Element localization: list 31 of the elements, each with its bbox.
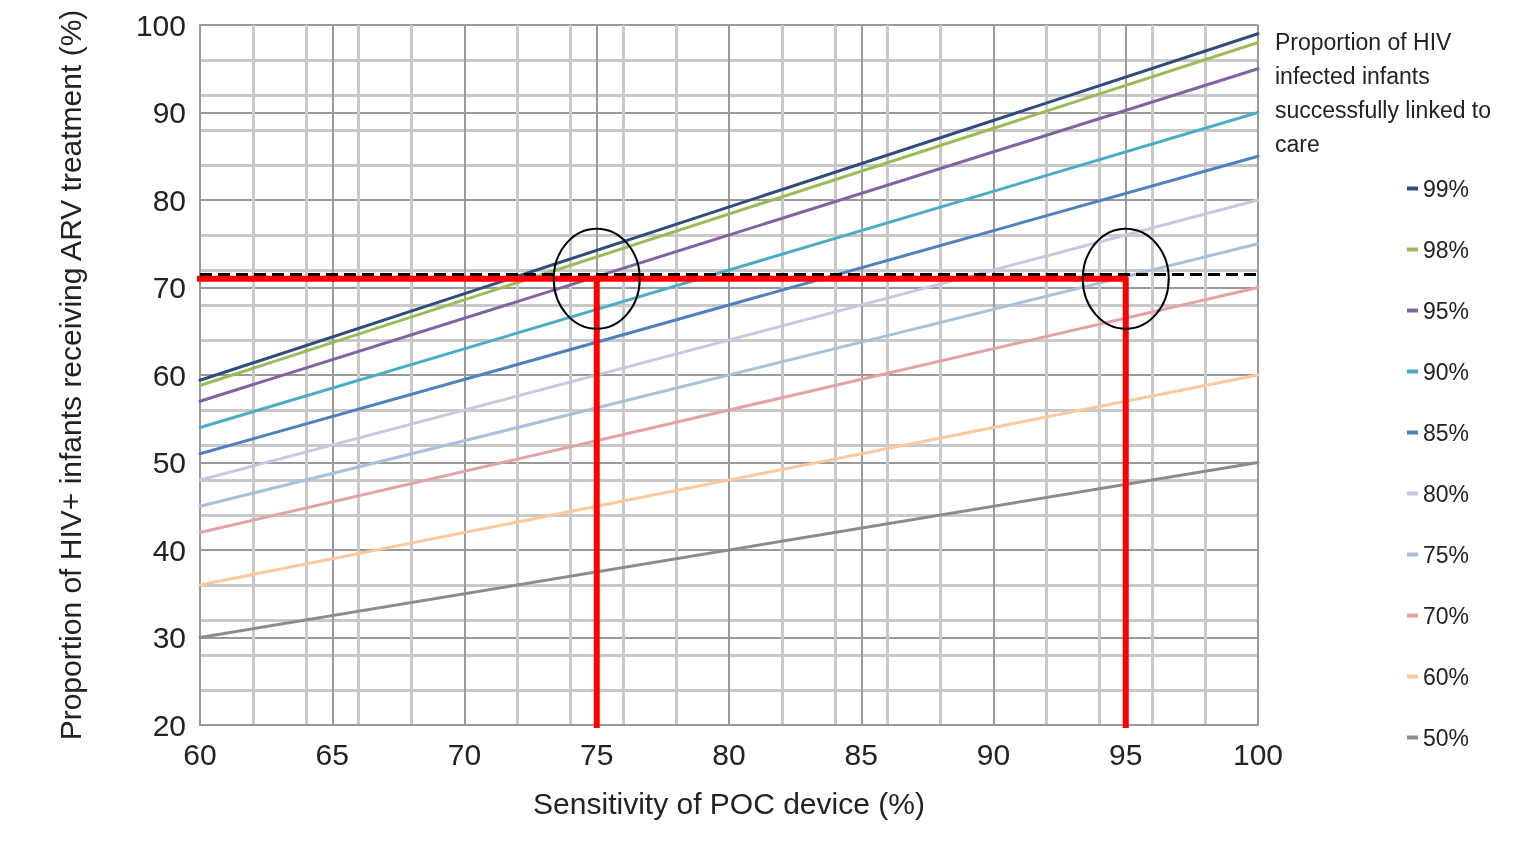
legend-label: 75% — [1422, 541, 1470, 568]
legend-label: 98% — [1422, 236, 1470, 263]
legend-label: 99% — [1422, 175, 1470, 202]
legend-label: 50% — [1422, 724, 1470, 751]
y-tick-label: 90 — [152, 96, 186, 129]
x-tick-label: 85 — [844, 737, 878, 771]
x-tick-label: 90 — [976, 737, 1011, 771]
y-axis-title: Proportion of HIV+ infants receiving ARV treatment (%) — [53, 9, 87, 741]
x-tick-label: 70 — [447, 737, 482, 771]
legend-label: 95% — [1422, 297, 1470, 324]
y-tick-label: 60 — [152, 358, 186, 392]
legend-title: Proportion of HIV infected infants successfully linked to care — [1275, 29, 1498, 157]
legend-label: 80% — [1422, 480, 1470, 507]
y-tick-label: 80 — [152, 183, 186, 217]
x-tick-label: 80 — [712, 737, 746, 771]
y-tick-label: 50 — [152, 446, 186, 479]
x-tick-label: 75 — [580, 737, 614, 771]
y-tick-label: 30 — [152, 621, 186, 654]
y-tick-label: 20 — [152, 708, 186, 742]
legend-label: 85% — [1422, 419, 1470, 446]
x-tick-label: 100 — [1232, 737, 1284, 771]
y-tick-label: 40 — [152, 533, 186, 567]
x-axis-title: Sensitivity of POC device (%) — [533, 786, 925, 820]
legend-label: 70% — [1422, 602, 1470, 629]
x-tick-label: 95 — [1109, 737, 1143, 771]
y-tick-label: 70 — [152, 271, 186, 304]
x-tick-label: 65 — [315, 737, 349, 771]
y-tick-label: 100 — [135, 8, 186, 42]
legend-label: 60% — [1422, 663, 1470, 690]
x-tick-label: 60 — [183, 737, 217, 771]
legend-label: 90% — [1422, 358, 1470, 385]
